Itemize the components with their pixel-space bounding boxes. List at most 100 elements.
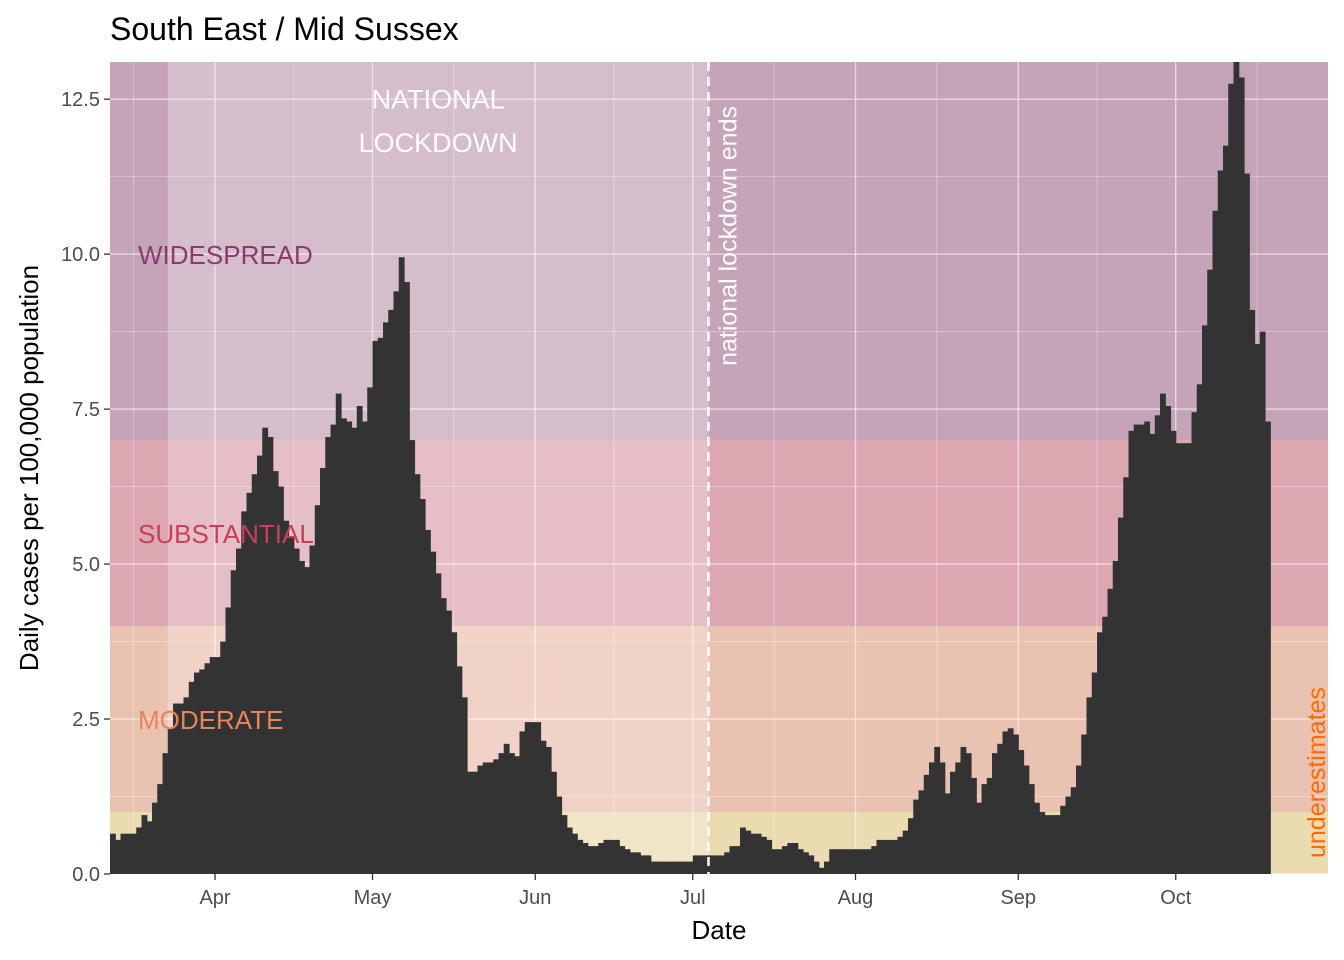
bar [593,846,599,874]
bar [1170,430,1177,874]
bar [755,833,762,874]
bar [960,746,967,874]
bar [692,855,699,874]
bar [1065,796,1072,874]
band-label-widespread: WIDESPREAD [138,240,313,270]
bar [1055,815,1061,874]
bar [509,753,515,874]
bar [703,855,710,874]
chart-title: South East / Mid Sussex [110,11,459,47]
bar [482,762,489,874]
bar [986,777,993,874]
bar [724,852,731,874]
bar [561,815,568,874]
bar [488,762,494,874]
bar [1196,384,1203,874]
band-label-substantial: SUBSTANTIAL [138,519,314,549]
bar [288,536,295,874]
bar [824,861,830,874]
bar [1202,325,1208,874]
bar [1265,421,1271,874]
bar [183,697,190,874]
bar [1081,734,1088,874]
bar [404,282,410,875]
bar [677,861,683,874]
bar [1217,170,1224,875]
bar [997,743,1004,874]
bar [1149,433,1156,874]
bar [671,861,678,874]
bar [1002,731,1009,874]
bar [1133,424,1140,874]
bar [818,867,825,874]
bar [687,861,694,874]
bar [173,703,179,874]
bar [136,827,143,874]
bar [1044,815,1051,874]
underestimates-label: underestimates [1303,687,1331,858]
bar [1086,697,1093,874]
bar [519,731,526,874]
bar [125,833,132,874]
bar [167,728,174,874]
bar [582,843,589,874]
bar [650,861,657,874]
bar [398,257,405,874]
bar [524,722,531,874]
bar [220,641,227,874]
bar [146,821,153,874]
bar [346,421,353,874]
y-tick-label-0: 0.0 [72,864,100,886]
bar [887,839,893,874]
bar [1091,672,1098,874]
bar [640,855,647,874]
bar [1034,802,1040,874]
bar [199,669,206,874]
bar [419,498,426,874]
bar [918,790,925,874]
bar [304,567,311,874]
bar [1207,269,1214,874]
lockdown-label-line2: LOCKDOWN [359,128,518,158]
bar [566,827,573,874]
bar [1249,309,1256,874]
bar [1181,443,1187,874]
bar [257,455,263,874]
bar [267,437,274,874]
bar [792,843,799,874]
bar [950,771,956,874]
bar [1102,616,1109,874]
bar [425,529,431,874]
bar [577,839,584,874]
bar [272,471,279,874]
bar [262,427,269,874]
bar [645,855,652,874]
bar [456,666,463,874]
bars [110,62,1271,875]
bar [587,846,594,874]
bar [467,771,473,874]
bar [740,827,746,874]
bar [1191,412,1198,874]
bar [713,855,720,874]
bar [556,796,563,874]
bar [734,846,741,874]
bar [608,839,615,874]
bar [1139,424,1145,874]
bar [194,672,200,874]
bar [787,843,794,874]
bar [839,849,846,874]
bar [115,839,122,874]
bar [493,759,500,874]
bar [971,777,977,874]
bar [1060,805,1067,874]
bar [729,846,736,874]
bar [803,852,809,874]
bar [1228,83,1235,875]
bar [1107,588,1114,874]
bar [619,846,626,874]
bar [881,839,888,874]
bar [1128,430,1135,874]
bar [1160,393,1166,874]
